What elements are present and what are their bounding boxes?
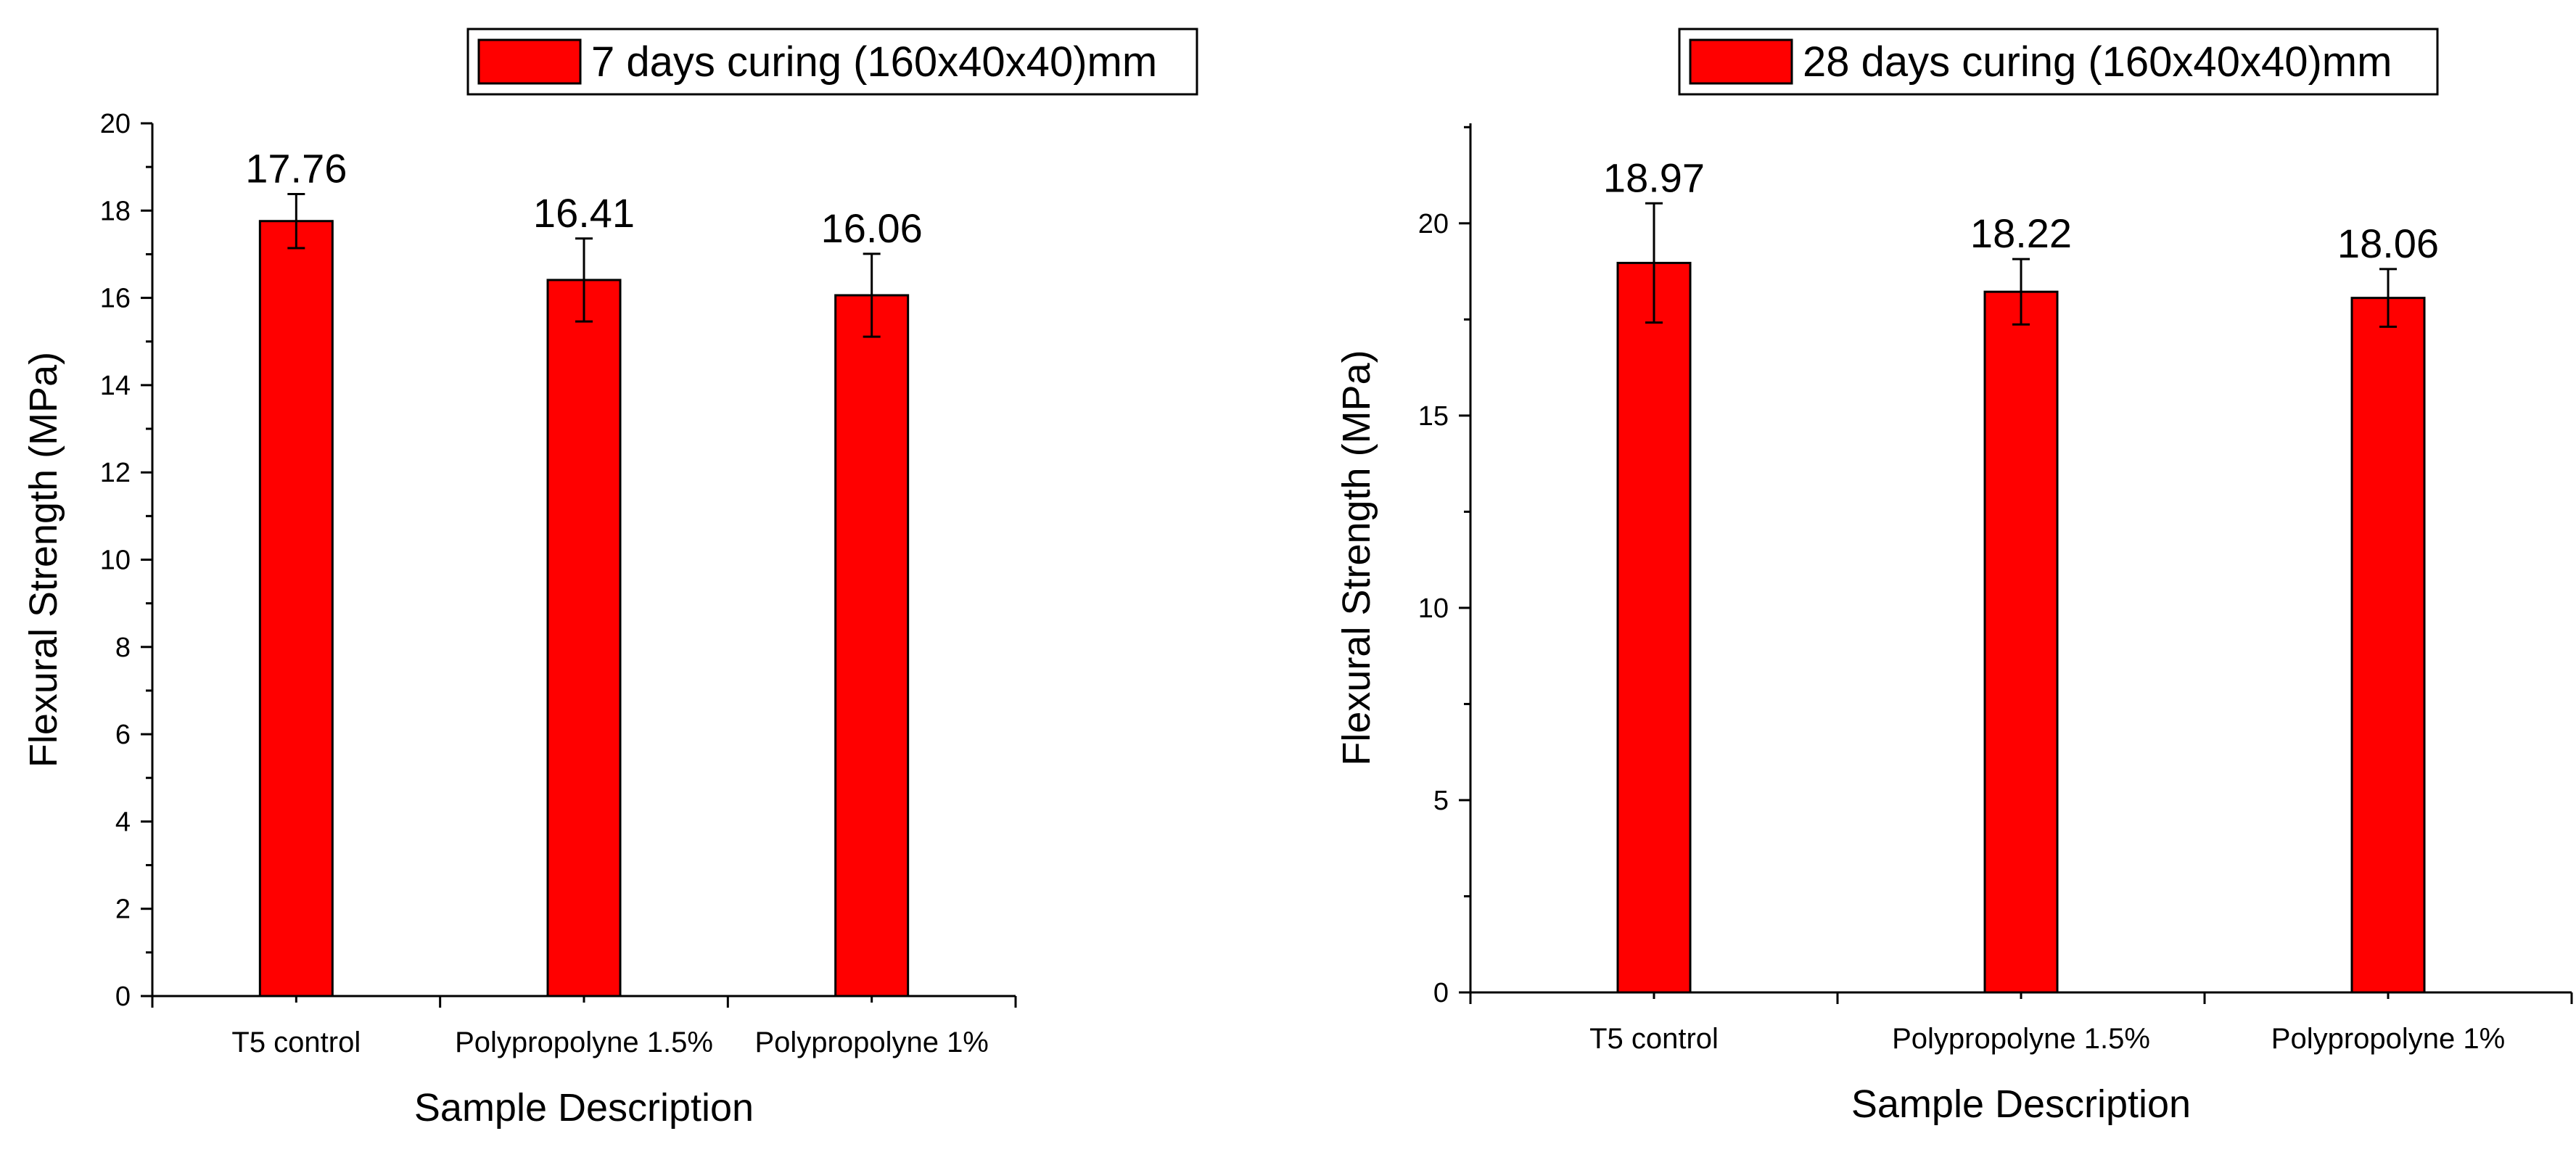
legend-label: 28 days curing (160x40x40)mm bbox=[1803, 38, 2392, 86]
y-tick-label: 8 bbox=[115, 633, 131, 663]
category-label: T5 control bbox=[1589, 1023, 1719, 1055]
category-label: Polypropolyne 1% bbox=[2271, 1023, 2505, 1055]
chart-panel-2: 0 5 10 15 20 18.97 T5 control 18.22 Polypropolyn… bbox=[1335, 28, 2573, 1126]
y-tick-label: 15 bbox=[1418, 401, 1449, 432]
data-label: 16.06 bbox=[821, 205, 923, 251]
y-tick-label: 20 bbox=[1418, 209, 1449, 239]
legend-box bbox=[1678, 28, 2439, 96]
y-tick-label: 18 bbox=[100, 196, 131, 226]
y-tick-label: 5 bbox=[1433, 786, 1449, 816]
category-label: Polypropolyne 1.5% bbox=[455, 1027, 713, 1058]
bar bbox=[1983, 290, 2059, 994]
y-tick-label: 2 bbox=[115, 894, 131, 925]
y-tick-label: 20 bbox=[100, 109, 131, 139]
y-tick-label: 16 bbox=[100, 284, 131, 314]
y-axis-title: Flexural Strength (MPa) bbox=[22, 352, 65, 768]
data-label: 18.22 bbox=[1970, 210, 2072, 256]
bar bbox=[834, 294, 910, 997]
data-label: 17.76 bbox=[245, 145, 347, 191]
y-axis-title: Flexural Strength (MPa) bbox=[1335, 350, 1378, 765]
legend-swatch bbox=[477, 38, 582, 85]
legend: 7 days curing (160x40x40)mm bbox=[466, 28, 1198, 96]
bar bbox=[1616, 261, 1692, 994]
data-label: 18.06 bbox=[2337, 221, 2439, 266]
x-axis-title: Sample Description bbox=[414, 1086, 754, 1130]
y-tick-label: 10 bbox=[1418, 593, 1449, 624]
bar bbox=[258, 220, 334, 997]
legend-label: 7 days curing (160x40x40)mm bbox=[591, 38, 1157, 86]
data-label: 18.97 bbox=[1603, 155, 1705, 200]
y-tick-label: 12 bbox=[100, 458, 131, 488]
chart-panel-1: 0 2 4 6 8 10 12 14 16 18 20 17.76 T5 control 16.41 Pol… bbox=[22, 28, 1198, 1130]
y-tick-label: 0 bbox=[1433, 978, 1449, 1008]
y-tick-label: 10 bbox=[100, 546, 131, 576]
x-axis-title: Sample Description bbox=[1851, 1082, 2191, 1126]
legend-box bbox=[466, 28, 1198, 96]
legend-swatch bbox=[1689, 38, 1793, 85]
data-label: 16.41 bbox=[533, 190, 635, 236]
bar bbox=[2350, 297, 2426, 994]
y-tick-label: 0 bbox=[115, 982, 131, 1012]
category-label: Polypropolyne 1% bbox=[754, 1027, 988, 1058]
legend: 28 days curing (160x40x40)mm bbox=[1678, 28, 2439, 96]
y-tick-label: 4 bbox=[115, 807, 131, 837]
y-tick-label: 14 bbox=[100, 371, 131, 401]
category-label: T5 control bbox=[231, 1027, 361, 1058]
category-label: Polypropolyne 1.5% bbox=[1892, 1023, 2150, 1055]
y-tick-label: 6 bbox=[115, 720, 131, 750]
bar bbox=[546, 279, 622, 997]
